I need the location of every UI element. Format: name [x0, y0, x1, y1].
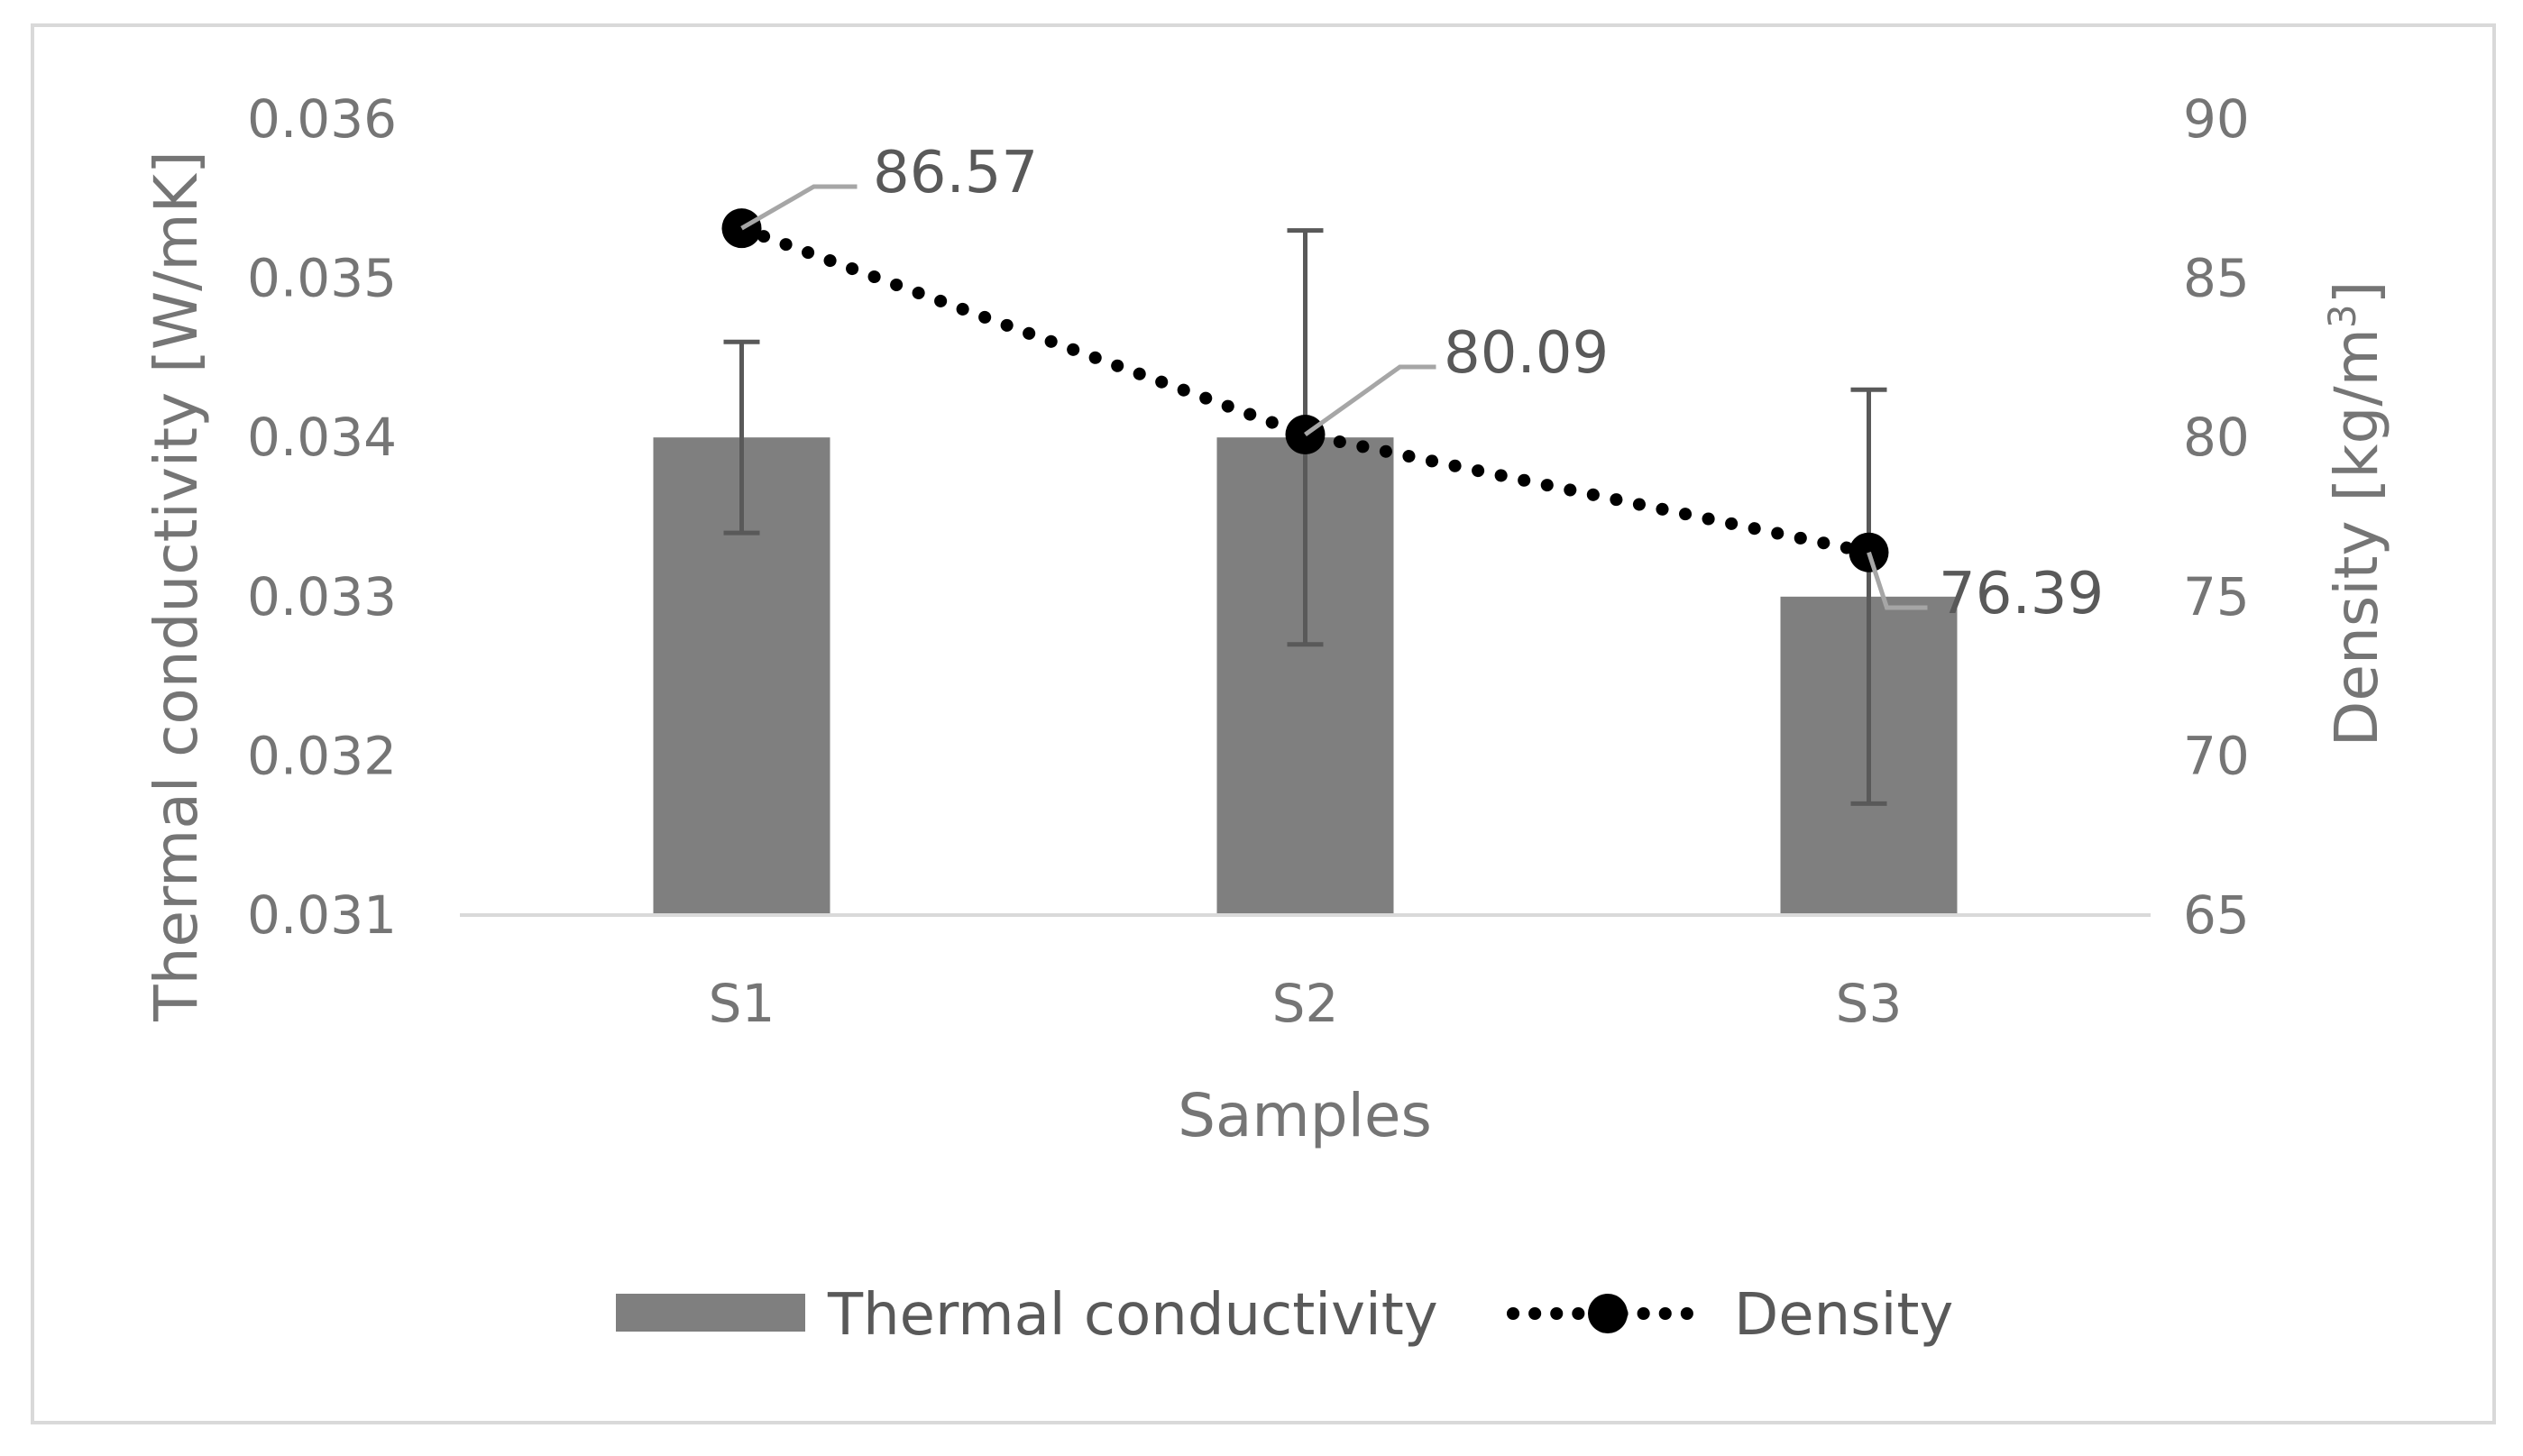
y2-tick-label: 80: [2183, 407, 2250, 468]
leader-line-s1: [740, 184, 858, 231]
density-data-label: 86.57: [873, 140, 1038, 206]
y2-axis-title: Density [kg/m3]: [2320, 281, 2391, 747]
leader-line-s3: [1867, 551, 1928, 610]
density-data-label: 76.39: [1939, 561, 2104, 627]
y2-tick-label: 85: [2183, 248, 2250, 309]
y2-tick-label: 75: [2183, 566, 2250, 627]
y-axis-title: Thermal conductivity [W/mK]: [142, 151, 211, 1021]
x-tick-label: S1: [709, 973, 775, 1034]
y-tick-label: 0.036: [247, 88, 397, 150]
y-tick-label: 0.035: [247, 248, 397, 309]
density-data-label: 80.09: [1444, 320, 1609, 387]
legend-swatch-thermal-conductivity: [616, 1294, 805, 1332]
error-bar-s3: [1850, 387, 1887, 806]
y-tick-label: 0.034: [247, 407, 397, 468]
y2-tick-label: 90: [2183, 88, 2250, 150]
density-series-line: [735, 222, 1876, 559]
right-axis-ticks: 65 70 75 80 85 90: [2183, 88, 2250, 946]
x-axis-ticks: S1 S2 S3: [709, 973, 1903, 1034]
legend-swatch-density-marker: [1588, 1294, 1628, 1333]
legend-label-density: Density: [1734, 1282, 1953, 1349]
y2-axis-title-end: ]: [2322, 281, 2391, 305]
y-tick-label: 0.032: [247, 725, 397, 786]
error-bar-s1: [723, 339, 760, 536]
left-axis-ticks: 0.031 0.032 0.033 0.034 0.035 0.036: [247, 88, 397, 946]
legend: Thermal conductivity Density: [616, 1282, 1953, 1349]
x-tick-label: S2: [1272, 973, 1339, 1034]
y-tick-label: 0.033: [247, 566, 397, 627]
y2-tick-label: 65: [2183, 884, 2250, 946]
data-label-leaders: [740, 184, 1928, 610]
y2-axis-title-main: Density [kg/m: [2322, 328, 2391, 746]
leader-line-s2: [1304, 364, 1436, 437]
x-axis-title: Samples: [1178, 1081, 1432, 1150]
y-tick-label: 0.031: [247, 884, 397, 946]
legend-label-thermal-conductivity: Thermal conductivity: [827, 1282, 1438, 1349]
y2-axis-title-sup: 3: [2320, 304, 2364, 328]
data-label-group: 86.57 80.09 76.39: [873, 140, 2104, 627]
x-tick-label: S3: [1836, 973, 1903, 1034]
y2-tick-label: 70: [2183, 725, 2250, 786]
